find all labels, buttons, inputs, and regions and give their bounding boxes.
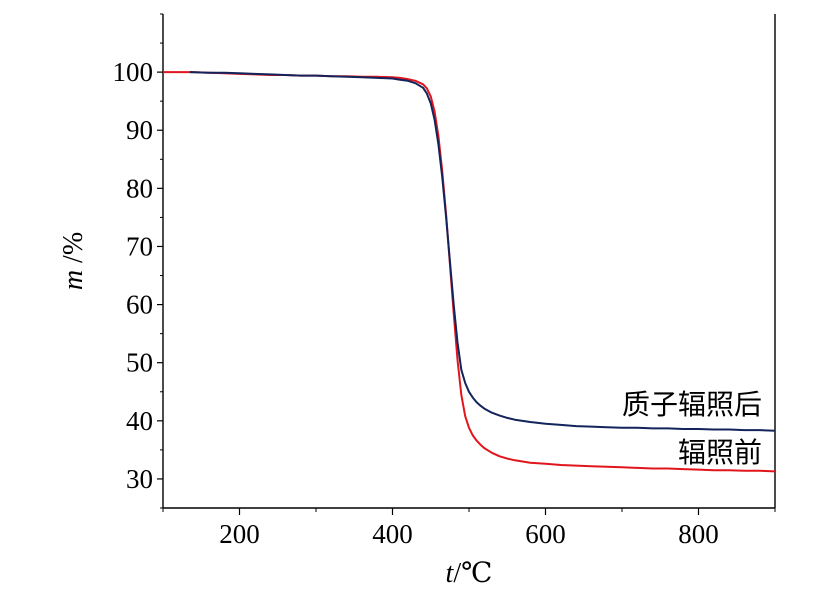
plot-axes bbox=[162, 14, 776, 509]
x-tick-label-200: 200 bbox=[219, 519, 260, 549]
y-tick-label-90: 90 bbox=[126, 115, 153, 145]
x-tick-label-800: 800 bbox=[678, 519, 719, 549]
y-tick-label-80: 80 bbox=[126, 173, 153, 203]
y-tick-label-60: 60 bbox=[126, 290, 153, 320]
y-axis-unit: /% bbox=[58, 232, 89, 270]
x-tick-label-600: 600 bbox=[525, 519, 566, 549]
x-axis-var: t bbox=[446, 558, 455, 589]
series-line-1 bbox=[189, 71, 776, 432]
series-layer bbox=[163, 71, 776, 473]
y-tick-label-30: 30 bbox=[126, 464, 153, 494]
y-tick-label-70: 70 bbox=[126, 231, 153, 261]
axis-ticks: 200 400 600 800 30 40 50 60 70 80 90 100 bbox=[113, 13, 776, 549]
x-axis-unit: /℃ bbox=[453, 558, 492, 589]
series-label-1: 质子辐照后 bbox=[622, 388, 762, 421]
series-labels: 辐照前 质子辐照后 bbox=[622, 388, 762, 469]
y-tick-label-100: 100 bbox=[113, 57, 154, 87]
x-axis-label: t/℃ bbox=[446, 558, 493, 589]
y-axis-var: m bbox=[58, 270, 89, 290]
x-tick-label-400: 400 bbox=[372, 519, 413, 549]
series-label-0: 辐照前 bbox=[678, 436, 762, 469]
y-tick-label-40: 40 bbox=[126, 406, 153, 436]
y-axis-label: m /% bbox=[58, 232, 89, 290]
y-tick-label-50: 50 bbox=[126, 348, 153, 378]
